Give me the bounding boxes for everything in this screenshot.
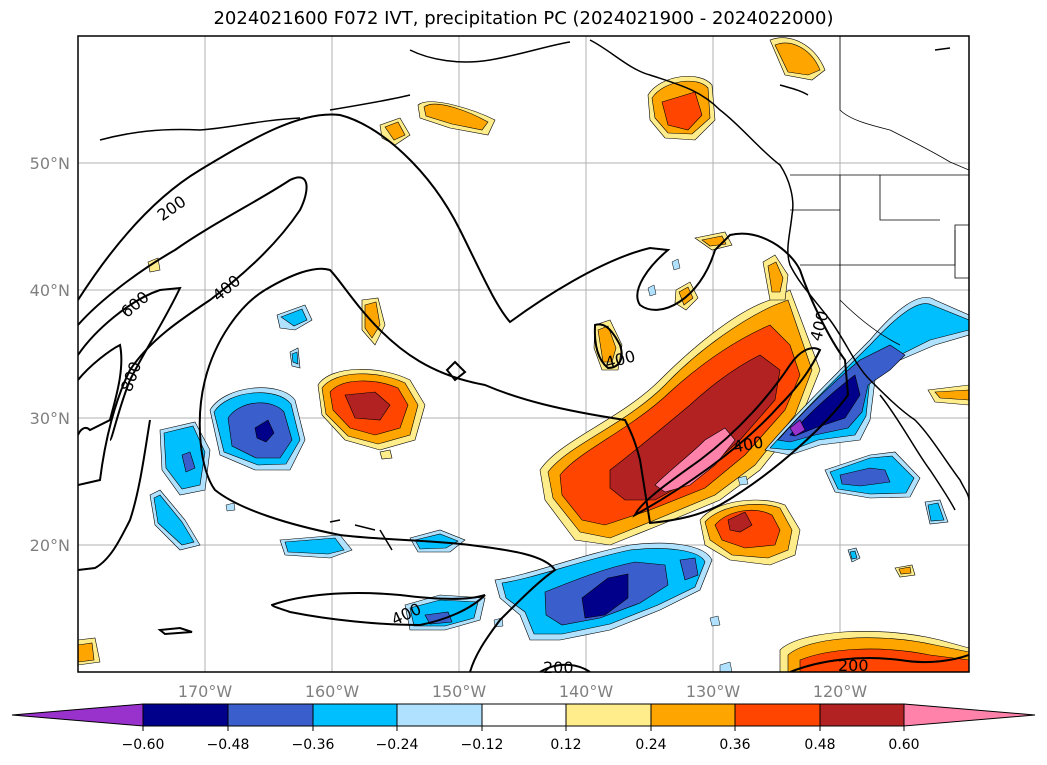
- longitude-labels: 170°W 160°W 150°W 140°W 130°W 120°W: [178, 682, 868, 701]
- colorbar-labels: −0.60 −0.48 −0.36 −0.24 −0.12 0.12 0.24 …: [122, 737, 920, 753]
- negative-blob-165w: [209, 387, 306, 471]
- colorbar-cell: [312, 703, 398, 727]
- colorbar-extend-high: [903, 703, 1036, 727]
- negative-small-north: [276, 304, 313, 369]
- colorbar-tick-label: 0.12: [550, 737, 581, 753]
- lon-tick-label: 140°W: [559, 682, 614, 701]
- positive-plume: [539, 289, 821, 546]
- lon-tick-label: 130°W: [686, 682, 741, 701]
- colorbar-cell: [565, 703, 652, 727]
- lat-tick-label: 40°N: [30, 281, 70, 300]
- map-title: 2024021600 F072 IVT, precipitation PC (2…: [213, 8, 834, 29]
- colorbar-cell: [481, 703, 567, 727]
- colorbar-tick-label: 0.60: [888, 737, 919, 753]
- lon-tick-label: 160°W: [305, 682, 360, 701]
- lat-tick-label: 30°N: [30, 409, 70, 428]
- colorbar-tick-label: 0.48: [804, 737, 835, 753]
- negative-strip-south: [279, 529, 486, 631]
- map-frame: [77, 35, 970, 673]
- colorbar-extend-low: [11, 703, 144, 727]
- lon-tick-label: 150°W: [432, 682, 487, 701]
- contour-label: 200: [543, 658, 574, 677]
- ivt-contours: [78, 113, 969, 672]
- map-background: [78, 36, 969, 672]
- colorbar-tick-label: 0.24: [635, 737, 666, 753]
- country-borders: [790, 36, 969, 360]
- lat-tick-label: 50°N: [30, 154, 70, 173]
- colorbar-tick-label: 0.36: [719, 737, 750, 753]
- positive-blob-north: [647, 75, 716, 141]
- colorbar: [11, 703, 1036, 727]
- colorbar-tick-label: −0.60: [122, 737, 165, 753]
- coastlines: [99, 39, 969, 551]
- lon-tick-label: 170°W: [178, 682, 233, 701]
- colorbar-ticks: [142, 726, 905, 731]
- colorbar-tick-label: −0.48: [207, 737, 250, 753]
- negative-blob-baja: [824, 451, 949, 563]
- colorbar-tick-label: −0.36: [292, 737, 335, 753]
- negative-blob-140w: [494, 542, 713, 641]
- contour-label: 200: [838, 656, 869, 675]
- positive-blob-south: [699, 499, 801, 566]
- colorbar-cell: [650, 703, 736, 727]
- positive-blob-160w: [317, 369, 426, 451]
- colorbar-tick-label: −0.12: [461, 737, 504, 753]
- colorbar-cell: [227, 703, 314, 727]
- colorbar-cell: [142, 703, 229, 727]
- colorbar-tick-label: −0.24: [376, 737, 419, 753]
- latitude-labels: 50°N 40°N 30°N 20°N: [30, 154, 70, 555]
- negative-blob-175w: [149, 489, 201, 551]
- negative-blob-170w: [159, 421, 211, 496]
- lat-tick-label: 20°N: [30, 536, 70, 555]
- lon-tick-label: 120°W: [813, 682, 868, 701]
- colorbar-cell: [396, 703, 483, 727]
- colorbar-cell: [819, 703, 905, 727]
- colorbar-cell: [734, 703, 821, 727]
